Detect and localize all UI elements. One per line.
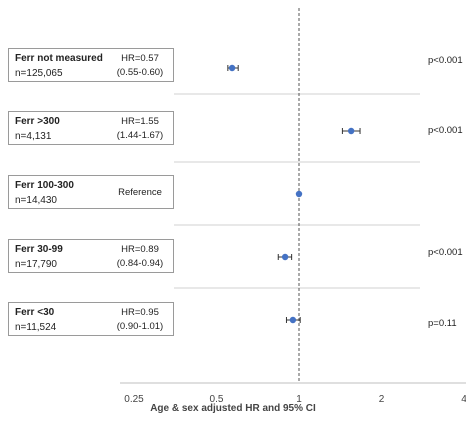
p-value: p<0.001 bbox=[428, 247, 463, 258]
hazard-ratio: HR=0.57 bbox=[121, 53, 159, 64]
x-tick-label: 1 bbox=[296, 394, 302, 405]
row-box-ferr-30-99: Ferr 30-99 n=17,790 HR=0.89 (0.84-0.94) bbox=[8, 239, 174, 273]
confidence-interval: (0.90-1.01) bbox=[116, 321, 164, 332]
hr-point bbox=[281, 253, 289, 261]
x-axis-title: Age & sex adjusted HR and 95% CI bbox=[150, 403, 316, 414]
reference-label: Reference bbox=[118, 187, 162, 198]
category-name: Ferr <30 bbox=[15, 307, 55, 318]
category-name: Ferr not measured bbox=[15, 53, 103, 64]
hr-point bbox=[347, 127, 355, 135]
hr-point bbox=[289, 316, 297, 324]
hazard-ratio: HR=0.89 bbox=[121, 244, 159, 255]
p-value: p=0.11 bbox=[428, 318, 457, 329]
p-value: p<0.001 bbox=[428, 125, 463, 136]
hazard-ratio: HR=1.55 bbox=[121, 116, 159, 127]
confidence-interval: (0.84-0.94) bbox=[116, 258, 164, 269]
category-name: Ferr 100-300 bbox=[15, 180, 74, 191]
category-n: n=11,524 bbox=[15, 322, 57, 333]
category-n: n=4,131 bbox=[15, 131, 52, 142]
p-value: p<0.001 bbox=[428, 55, 463, 66]
confidence-interval: (0.55-0.60) bbox=[116, 67, 164, 78]
row-box-ferr-over-300: Ferr >300 n=4,131 HR=1.55 (1.44-1.67) bbox=[8, 111, 174, 145]
row-box-ferr-100-300: Ferr 100-300 n=14,430 Reference bbox=[8, 175, 174, 209]
category-n: n=14,430 bbox=[15, 195, 57, 206]
confidence-interval: (1.44-1.67) bbox=[116, 130, 164, 141]
hr-point bbox=[228, 64, 236, 72]
hr-point bbox=[295, 190, 303, 198]
row-box-ferr-not-measured: Ferr not measured n=125,065 HR=0.57 (0.5… bbox=[8, 48, 174, 82]
category-name: Ferr 30-99 bbox=[15, 244, 63, 255]
row-box-ferr-under-30: Ferr <30 n=11,524 HR=0.95 (0.90-1.01) bbox=[8, 302, 174, 336]
x-tick-label: 0.5 bbox=[210, 394, 224, 405]
category-n: n=125,065 bbox=[15, 68, 63, 79]
x-tick-label: 0.25 bbox=[124, 394, 144, 405]
category-n: n=17,790 bbox=[15, 259, 57, 270]
category-name: Ferr >300 bbox=[15, 116, 60, 127]
x-tick-label: 2 bbox=[379, 394, 385, 405]
x-tick-label: 4 bbox=[461, 394, 466, 405]
hazard-ratio: HR=0.95 bbox=[121, 307, 159, 318]
